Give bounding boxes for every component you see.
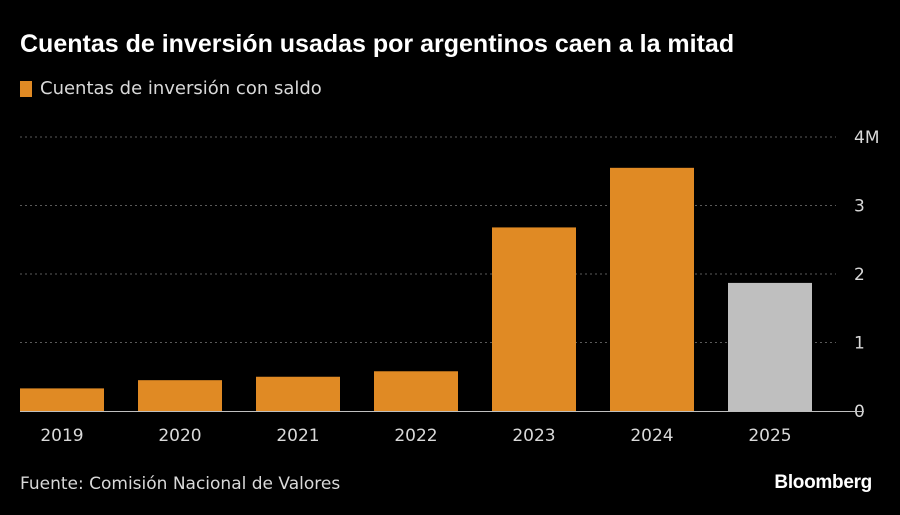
x-tick-label: 2022 [394,426,437,446]
source-note: Fuente: Comisión Nacional de Valores [20,474,341,494]
x-tick-label: 2023 [512,426,555,446]
bar-2025 [728,282,812,411]
x-tick-label: 2020 [158,426,201,446]
bar-2022 [374,371,458,411]
bar-2023 [492,227,576,411]
bar-2024 [610,167,694,411]
bar-2021 [256,376,340,411]
legend-label: Cuentas de inversión con saldo [40,78,322,99]
legend-swatch [20,80,32,97]
y-tick-label: 3 [854,197,865,217]
y-tick-label: 2 [854,265,865,285]
bar-2020 [138,380,222,411]
x-tick-label: 2025 [748,426,791,446]
x-tick-label: 2021 [276,426,319,446]
y-tick-label: 4M [854,128,879,148]
bar-2019 [20,388,104,411]
x-tick-label: 2024 [630,426,673,446]
chart-title: Cuentas de inversión usadas por argentin… [20,30,735,58]
bloomberg-logo: Bloomberg [774,472,872,493]
y-tick-label: 1 [854,334,865,354]
legend: Cuentas de inversión con saldo [20,78,322,99]
x-tick-label: 2019 [40,426,83,446]
